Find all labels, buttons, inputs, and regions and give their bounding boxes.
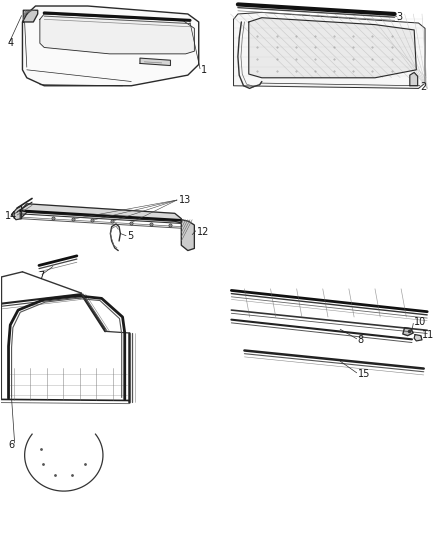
Text: 15: 15 — [357, 369, 370, 379]
Text: 12: 12 — [197, 227, 209, 237]
Polygon shape — [414, 335, 422, 341]
Text: 1: 1 — [201, 65, 207, 75]
Text: 6: 6 — [8, 440, 14, 450]
Text: 13: 13 — [179, 195, 191, 205]
Text: 14: 14 — [5, 211, 17, 221]
Polygon shape — [403, 328, 413, 336]
Polygon shape — [249, 18, 417, 78]
Text: 4: 4 — [7, 38, 13, 48]
Text: 2: 2 — [420, 82, 427, 92]
Polygon shape — [23, 10, 38, 22]
Text: 3: 3 — [397, 12, 403, 22]
Text: 11: 11 — [422, 329, 434, 340]
Polygon shape — [20, 204, 181, 223]
Polygon shape — [11, 206, 21, 220]
Polygon shape — [140, 58, 170, 66]
Polygon shape — [40, 14, 194, 54]
Polygon shape — [233, 12, 425, 88]
Text: 5: 5 — [127, 231, 133, 241]
Polygon shape — [410, 72, 418, 86]
Text: 10: 10 — [414, 317, 427, 327]
Polygon shape — [22, 6, 199, 86]
Text: 7: 7 — [38, 271, 44, 280]
Polygon shape — [181, 220, 194, 251]
Text: 8: 8 — [357, 335, 364, 345]
